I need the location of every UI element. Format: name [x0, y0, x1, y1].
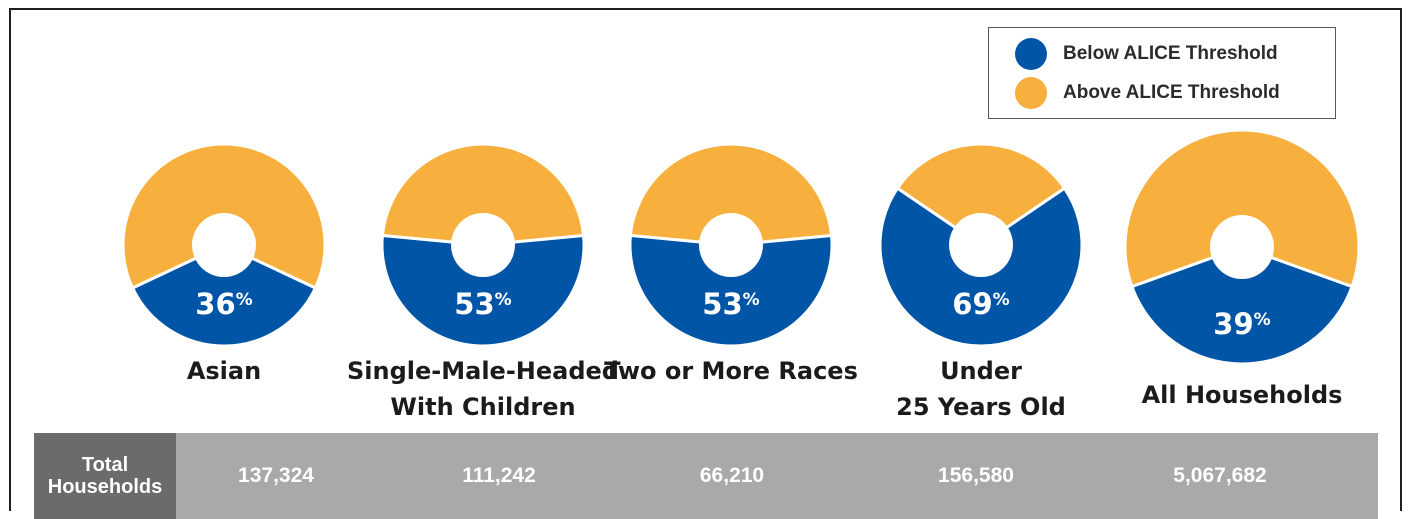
total-households-under-25: 156,580	[938, 464, 1014, 487]
percent-label: 69%	[952, 287, 1009, 321]
category-label: Under	[940, 357, 1022, 385]
percent-label: 53%	[454, 287, 511, 321]
donut-slice-below	[380, 233, 586, 348]
donut-slice-above	[1123, 128, 1361, 289]
donut-slice-below	[1129, 245, 1355, 366]
legend: Below ALICE Threshold Above ALICE Thresh…	[988, 27, 1336, 119]
legend-swatch-below	[1015, 38, 1047, 70]
percent-label: 36%	[195, 287, 252, 321]
donut-slice-below	[130, 243, 318, 348]
category-label: With Children	[390, 393, 575, 421]
donut-hole	[1210, 215, 1274, 279]
category-label: 25 Years Old	[896, 393, 1066, 421]
legend-swatch-above	[1015, 77, 1047, 109]
donut-slice-above	[895, 142, 1067, 247]
donut-slice-below	[628, 233, 834, 348]
legend-item-below: Below ALICE Threshold	[1015, 38, 1278, 70]
percent-label: 53%	[702, 287, 759, 321]
total-households-values: 137,324 111,242 66,210 156,580 5,067,682	[176, 433, 1378, 519]
chart-frame	[9, 8, 1402, 511]
total-households-header: Total Households	[34, 433, 176, 519]
total-households-all: 5,067,682	[1173, 464, 1267, 487]
donut-hole	[699, 213, 763, 277]
total-households-row: Total Households 137,324 111,242 66,210 …	[34, 433, 1378, 519]
category-label: Two or More Races	[604, 357, 858, 385]
total-households-single-male: 111,242	[462, 464, 536, 487]
donut-slice-above	[380, 142, 586, 247]
percent-label: 39%	[1213, 307, 1270, 341]
row-header-line-2: Households	[47, 476, 163, 498]
donut-slice-above	[628, 142, 834, 247]
donut-hole	[451, 213, 515, 277]
total-households-two-or-more: 66,210	[699, 464, 765, 487]
category-label: Single-Male-Headed	[347, 357, 619, 385]
donut-hole	[192, 213, 256, 277]
legend-label-below: Below ALICE Threshold	[1063, 43, 1278, 64]
donut-hole	[949, 213, 1013, 277]
category-label: All Households	[1142, 381, 1343, 409]
legend-label-above: Above ALICE Threshold	[1063, 82, 1280, 103]
total-households-asian: 137,324	[238, 464, 314, 487]
row-header-line-1: Total	[81, 454, 129, 476]
category-label: Asian	[187, 357, 261, 385]
legend-item-above: Above ALICE Threshold	[1015, 77, 1280, 109]
